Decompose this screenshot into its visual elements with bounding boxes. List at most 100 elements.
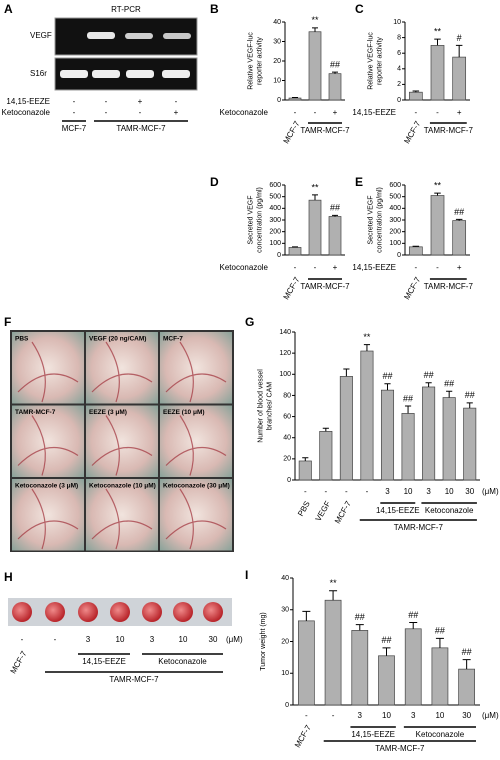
- bar: [328, 216, 342, 256]
- group-label: MCF-7: [282, 119, 302, 145]
- cam-photo: [12, 479, 84, 551]
- condition-label: -: [105, 97, 108, 106]
- error-bar: [355, 624, 364, 631]
- panel-letter: E: [355, 175, 363, 189]
- photo-label: Ketoconazole (30 μM): [163, 483, 230, 490]
- error-bar: [343, 368, 350, 377]
- significance: ##: [355, 612, 365, 622]
- y-axis-label: Number of blood vessel: [257, 369, 264, 443]
- significance: **: [434, 181, 442, 191]
- condition-label: +: [333, 263, 338, 272]
- cam-photo: [86, 332, 158, 404]
- cam-photo: [86, 479, 158, 551]
- significance: **: [311, 182, 319, 192]
- group-label: PBS: [296, 500, 312, 518]
- error-bar: [322, 427, 329, 432]
- cam-photo: [12, 405, 84, 477]
- error-bar: [466, 402, 473, 409]
- y-axis-label: Tumor weight (mg): [260, 612, 267, 670]
- condition-label: +: [333, 108, 338, 117]
- y-tick-label: 40: [281, 575, 289, 582]
- bar: [324, 599, 342, 706]
- bar: [378, 655, 395, 706]
- bar: [463, 407, 477, 481]
- significance: **: [434, 27, 442, 37]
- group-label: TAMR-MCF-7: [394, 523, 444, 532]
- photo-label: VEGF (20 ng/CAM): [89, 336, 146, 343]
- bar: [422, 386, 436, 481]
- tumor: [203, 602, 223, 622]
- panel-letter: H: [4, 570, 13, 584]
- error-bar: [312, 194, 318, 201]
- y-tick-label: 20: [281, 638, 289, 645]
- condition-label: -: [304, 487, 307, 496]
- bar: [351, 630, 369, 706]
- y-tick-label: 200: [269, 229, 281, 236]
- bar: [442, 397, 456, 481]
- unit-label: (μM): [226, 635, 243, 644]
- y-tick-label: 30: [281, 607, 289, 614]
- vessel: [91, 488, 153, 550]
- y-tick-label: 400: [269, 205, 281, 212]
- bar: [288, 97, 302, 101]
- bar: [408, 246, 423, 256]
- unit-label: (μM): [482, 487, 499, 496]
- error-bar: [384, 383, 391, 391]
- y-tick-label: 20: [273, 58, 281, 65]
- bar: [308, 199, 322, 256]
- significance: ##: [454, 207, 464, 217]
- error-bar: [382, 647, 391, 656]
- condition-label: 3: [426, 487, 431, 496]
- panel-letter: F: [4, 315, 11, 329]
- group-label: MCF-7: [9, 649, 29, 675]
- condition-label: -: [436, 263, 439, 272]
- error-bar: [455, 218, 463, 221]
- photo-label: TAMR-MCF-7: [15, 409, 56, 416]
- error-bar: [462, 659, 471, 670]
- vessel: [17, 415, 79, 476]
- photo-label: Ketoconazole (10 μM): [89, 483, 156, 490]
- error-bar: [425, 382, 432, 387]
- significance: ##: [462, 647, 472, 657]
- bar: [298, 460, 312, 481]
- y-tick-label: 100: [279, 371, 291, 378]
- y-tick-label: 200: [389, 229, 401, 236]
- condition-label: 10: [404, 487, 413, 496]
- y-tick-label: 8: [397, 34, 401, 41]
- error-bar: [412, 245, 420, 247]
- tumor: [142, 602, 162, 622]
- condition-label: 3: [86, 635, 91, 644]
- error-bar: [446, 390, 453, 398]
- lane-label: S16r: [30, 69, 47, 78]
- condition-label: 10: [435, 711, 444, 720]
- error-bar: [409, 621, 418, 629]
- panel-letter: D: [210, 175, 219, 189]
- group-label: TAMR-MCF-7: [375, 744, 425, 753]
- condition-label: -: [139, 108, 142, 117]
- panel-letter: B: [210, 2, 219, 16]
- y-tick-label: 500: [389, 194, 401, 201]
- condition-label: 30: [462, 711, 471, 720]
- cam-photo: [160, 405, 232, 477]
- y-tick-label: 0: [287, 477, 291, 484]
- y-tick-label: 0: [397, 97, 401, 104]
- y-tick-label: 300: [269, 217, 281, 224]
- photo-label: EEZE (3 μM): [89, 409, 127, 416]
- cam-photo: [160, 332, 232, 404]
- condition-label: 3: [358, 711, 363, 720]
- condition-label: 3: [411, 711, 416, 720]
- error-bar: [292, 96, 298, 99]
- tumor: [110, 602, 130, 622]
- y-axis-label: concentration (pg/ml): [376, 187, 383, 253]
- condition-label: 10: [445, 487, 454, 496]
- vessel: [165, 341, 227, 403]
- y-tick-label: 40: [283, 435, 291, 442]
- y-tick-label: 4: [397, 66, 401, 73]
- condition-label: +: [138, 97, 143, 106]
- significance: **: [363, 332, 371, 342]
- bar: [430, 195, 445, 256]
- y-tick-label: 60: [283, 413, 291, 420]
- group-label: TAMR-MCF-7: [116, 124, 166, 133]
- y-tick-label: 10: [393, 19, 401, 26]
- row-label: 14,15-EEZE: [6, 97, 50, 106]
